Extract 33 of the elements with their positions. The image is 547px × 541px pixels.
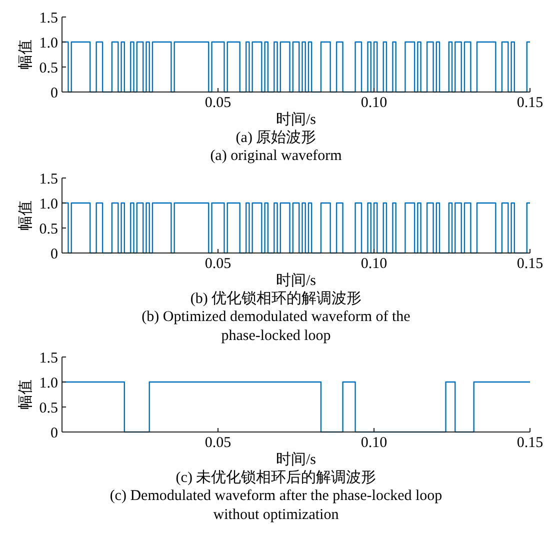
y-tick-label: 1.5 [39, 171, 58, 188]
text: (c) 未优化锁相环后的解调波形 [176, 469, 376, 486]
y-tick-label: 1.0 [39, 375, 58, 392]
text: (b) 优化锁相环的解调波形 [190, 290, 362, 307]
y-tick-label: 0.5 [39, 221, 58, 238]
y-axis-title: 幅值 [17, 380, 34, 410]
x-tick-label: 0.10 [360, 95, 388, 111]
text: (a) original waveform [210, 148, 342, 164]
y-tick-label: 0.5 [39, 400, 58, 416]
text: (c) Demodulated waveform after the phase-locked loop without optimization [110, 488, 442, 523]
x-tick-label: 0.15 [516, 95, 544, 111]
text: (a) 原始波形 [236, 129, 316, 146]
x-tick-label: 0.15 [516, 256, 544, 272]
y-tick-label: 0 [50, 85, 58, 102]
y-tick-label: 1.5 [39, 350, 58, 366]
text: (b) Optimized demodulated waveform of the phase-locked loop [142, 309, 411, 344]
x-axis-title: 时间/s [276, 451, 316, 468]
y-tick-label: 1.5 [39, 10, 58, 26]
x-axis-title: 时间/s [276, 272, 316, 289]
y-tick-label: 0 [50, 425, 58, 442]
x-tick-label: 0.05 [204, 256, 232, 272]
y-tick-label: 0 [50, 246, 58, 262]
x-tick-label: 0.10 [360, 256, 388, 272]
x-tick-label: 0.10 [360, 435, 388, 451]
y-tick-label: 0.5 [39, 60, 58, 76]
y-axis-title: 幅值 [17, 40, 34, 70]
y-axis-title: 幅值 [17, 200, 34, 230]
x-tick-label: 0.05 [204, 95, 232, 111]
x-axis-title: 时间/s [276, 111, 316, 128]
x-tick-label: 0.05 [204, 435, 232, 451]
x-tick-label: 0.15 [516, 435, 544, 451]
y-tick-label: 1.0 [39, 35, 58, 52]
y-tick-label: 1.0 [39, 196, 58, 212]
